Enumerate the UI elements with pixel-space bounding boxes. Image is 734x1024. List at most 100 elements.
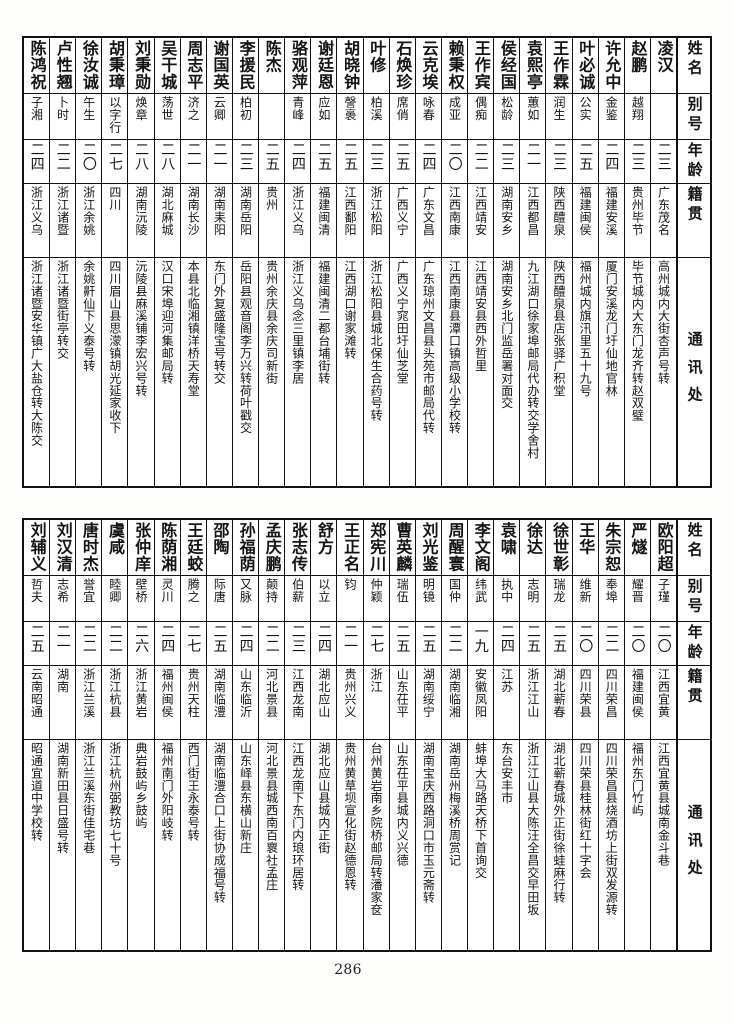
roster-entry-column: 孙福荫 又脉 二四 山东临沂 山东峄县东横山新庄	[231, 520, 258, 950]
roster-cell-native-place: 湖南	[50, 666, 76, 740]
roster-cell-name: 李文阁	[468, 520, 494, 576]
roster-cell-name: 侯经国	[494, 38, 520, 94]
roster-cell-alias: 哲夫	[23, 576, 49, 622]
value-native-place: 浙江	[369, 668, 384, 693]
roster-cell-name: 赵鹏	[624, 38, 650, 94]
value-name: 舒方	[314, 522, 334, 556]
roster-cell-address: 沅陵县麻溪铺李宏兴号转	[128, 258, 153, 486]
roster-cell-age: 二四	[598, 140, 624, 184]
roster-cell-name: 吴干城	[154, 38, 180, 94]
roster-entry-column: 舒方 以立 二四 湖北应山 湖北应山县城内正街	[310, 520, 337, 950]
value-alias: 润生	[552, 96, 567, 121]
value-native-place: 湖南临澧	[212, 668, 227, 718]
value-alias: 执中	[499, 578, 514, 603]
value-address: 厦门安溪龙门圩仙地官林	[604, 260, 619, 397]
header-label-address: 通讯处	[685, 803, 704, 888]
value-age: 二七	[368, 624, 385, 653]
roster-cell-name: 王作霖	[546, 38, 572, 94]
value-alias: 誉宜	[81, 578, 96, 603]
roster-cell-address: 台州黄岩南乡院桥邮局转潘家奁	[364, 740, 389, 950]
value-age: 二三	[629, 142, 646, 171]
roster-cell-address: 毕节城内大东门龙齐转赵双璧	[625, 258, 650, 486]
roster-cell-alias: 公实	[572, 94, 598, 140]
value-native-place: 江苏	[499, 668, 514, 693]
roster-cell-alias: 松龄	[494, 94, 520, 140]
value-address: 福州城内旗汛里五十九号	[578, 260, 593, 397]
value-address: 本县北临湘镇洋桥天寿堂	[186, 260, 201, 397]
roster-cell-alias: 子瑾	[650, 576, 676, 622]
value-alias: 哲夫	[29, 578, 44, 603]
roster-header-cell-alias: 别号	[678, 576, 710, 622]
value-alias: 睦卿	[107, 578, 122, 603]
value-alias: 灵川	[160, 578, 175, 603]
roster-cell-alias: 誉宜	[76, 576, 102, 622]
value-alias: 午生	[81, 96, 96, 121]
roster-cell-name: 袁熙亭	[520, 38, 546, 94]
page-number-value: 286	[334, 962, 362, 978]
value-age: 二三	[237, 142, 254, 171]
roster-cell-age: 二五	[337, 140, 363, 184]
header-label-alias: 别号	[685, 578, 704, 617]
roster-entry-column: 胡秉璋 以字行 二七 四川 四川眉山县思濛镇胡光延家收下	[101, 38, 128, 486]
roster-cell-alias: 蕙如	[520, 94, 546, 140]
value-name: 吴干城	[158, 40, 178, 90]
roster-entry-column: 曹英麟 瑞伍 二五 山东茌平 山东茌平县城内义兴德	[388, 520, 415, 950]
roster-entry-column: 卢性翘 卜时 二二 浙江诸暨 浙江诸暨街亭转交	[49, 38, 76, 486]
roster-cell-address: 贵州黄草坝宣化街赵德恩转	[337, 740, 362, 950]
roster-cell-alias: 济之	[180, 94, 206, 140]
roster-cell-age: 二五	[389, 622, 415, 666]
value-age: 二四	[237, 624, 254, 653]
roster-entry-column: 严燧 耀晋 二〇 福建闽侯 福州东门竹屿	[623, 520, 650, 950]
value-address: 广西义宁窕田圩仙芝堂	[395, 260, 410, 385]
roster-cell-address: 江西龙南下东门内琅环居转	[285, 740, 310, 950]
roster-cell-age: 二五	[389, 140, 415, 184]
roster-entry-column: 赵鹏 越翔 二三 贵州毕节 毕节城内大东门龙齐转赵双璧	[623, 38, 650, 486]
value-alias: 卜时	[55, 96, 70, 121]
roster-entry-column: 凌汉 二三 广东茂名 高州城内大街杏声号转	[649, 38, 676, 486]
value-native-place: 福州闽侯	[160, 668, 175, 718]
value-age: 二〇	[80, 142, 97, 171]
value-address: 浙江江山县大陈汪全昌交早田坂	[525, 742, 540, 916]
roster-cell-age: 二五	[311, 140, 337, 184]
roster-cell-address: 江西靖安县西外哲里	[468, 258, 493, 486]
roster-entry-column: 陈杰 二五 贵州 贵州余庆县余庆司新街	[258, 38, 285, 486]
value-alias: 济之	[186, 96, 201, 121]
roster-cell-name: 刘汉清	[50, 520, 76, 576]
roster-cell-age: 二〇	[441, 140, 467, 184]
roster-cell-address: 西门街王永泰号转	[181, 740, 206, 950]
roster-cell-name: 舒方	[311, 520, 337, 576]
value-name: 王廷蛟	[184, 522, 204, 572]
value-alias: 咏春	[421, 96, 436, 121]
roster-cell-name: 谢国英	[206, 38, 232, 94]
roster-cell-name: 徐世彰	[546, 520, 572, 576]
roster-header-cell-age: 年龄	[678, 140, 710, 184]
value-name: 王华	[576, 522, 596, 556]
roster-entry-column: 孟庆鹏 颠持 二二 河北景县 河北景县城西南百褱社孟庄	[258, 520, 285, 950]
roster-cell-alias: 钧	[337, 576, 363, 622]
roster-cell-native-place: 浙江兰溪	[76, 666, 102, 740]
value-age: 二三	[368, 142, 385, 171]
roster-cell-native-place: 江西龙南	[285, 666, 311, 740]
roster-cell-native-place: 山东临沂	[232, 666, 258, 740]
value-address: 浙江杭州弼教坊七十号	[107, 742, 122, 867]
roster-cell-name: 孟庆鹏	[259, 520, 285, 576]
value-address: 江西南康县潭口镇高级小学校转	[447, 260, 462, 434]
value-alias: 謦裛	[343, 96, 358, 121]
roster-entry-column: 徐汝诚 午生 二〇 浙江余姚 余姚鼾仙下义泰号转	[75, 38, 102, 486]
roster-entry-column: 虞咸 睦卿 二二 浙江杭县 浙江杭州弼教坊七十号	[101, 520, 128, 950]
value-address: 山东峄县东横山新庄	[238, 742, 253, 854]
value-address: 浙江诸暨安华镇广大盐仓转大陈交	[29, 260, 44, 447]
roster-cell-address: 四川荣昌县烧酒坊上街双发源转	[599, 740, 624, 950]
value-address: 湖北蕲春城外正街徐蛙麻行转	[552, 742, 567, 904]
roster-cell-alias: 伯薪	[285, 576, 311, 622]
roster-entry-column: 王作霖 润生 二三 陕西醴泉 陕西醴泉县店张驿广积堂	[545, 38, 572, 486]
value-alias: 柏溪	[369, 96, 384, 121]
value-address: 贵州余庆县余庆司新街	[264, 260, 279, 385]
roster-entry-column: 徐达 志明 二五 浙江江山 浙江江山县大陈汪全昌交早田坂	[519, 520, 546, 950]
roster-cell-alias: 金鉴	[598, 94, 624, 140]
value-native-place: 江西靖安	[473, 186, 488, 236]
value-native-place: 陕西醴泉	[552, 186, 567, 236]
value-native-place: 浙江义乌	[29, 186, 44, 236]
roster-cell-age: 二五	[546, 622, 572, 666]
value-name: 孙福荫	[236, 522, 256, 572]
